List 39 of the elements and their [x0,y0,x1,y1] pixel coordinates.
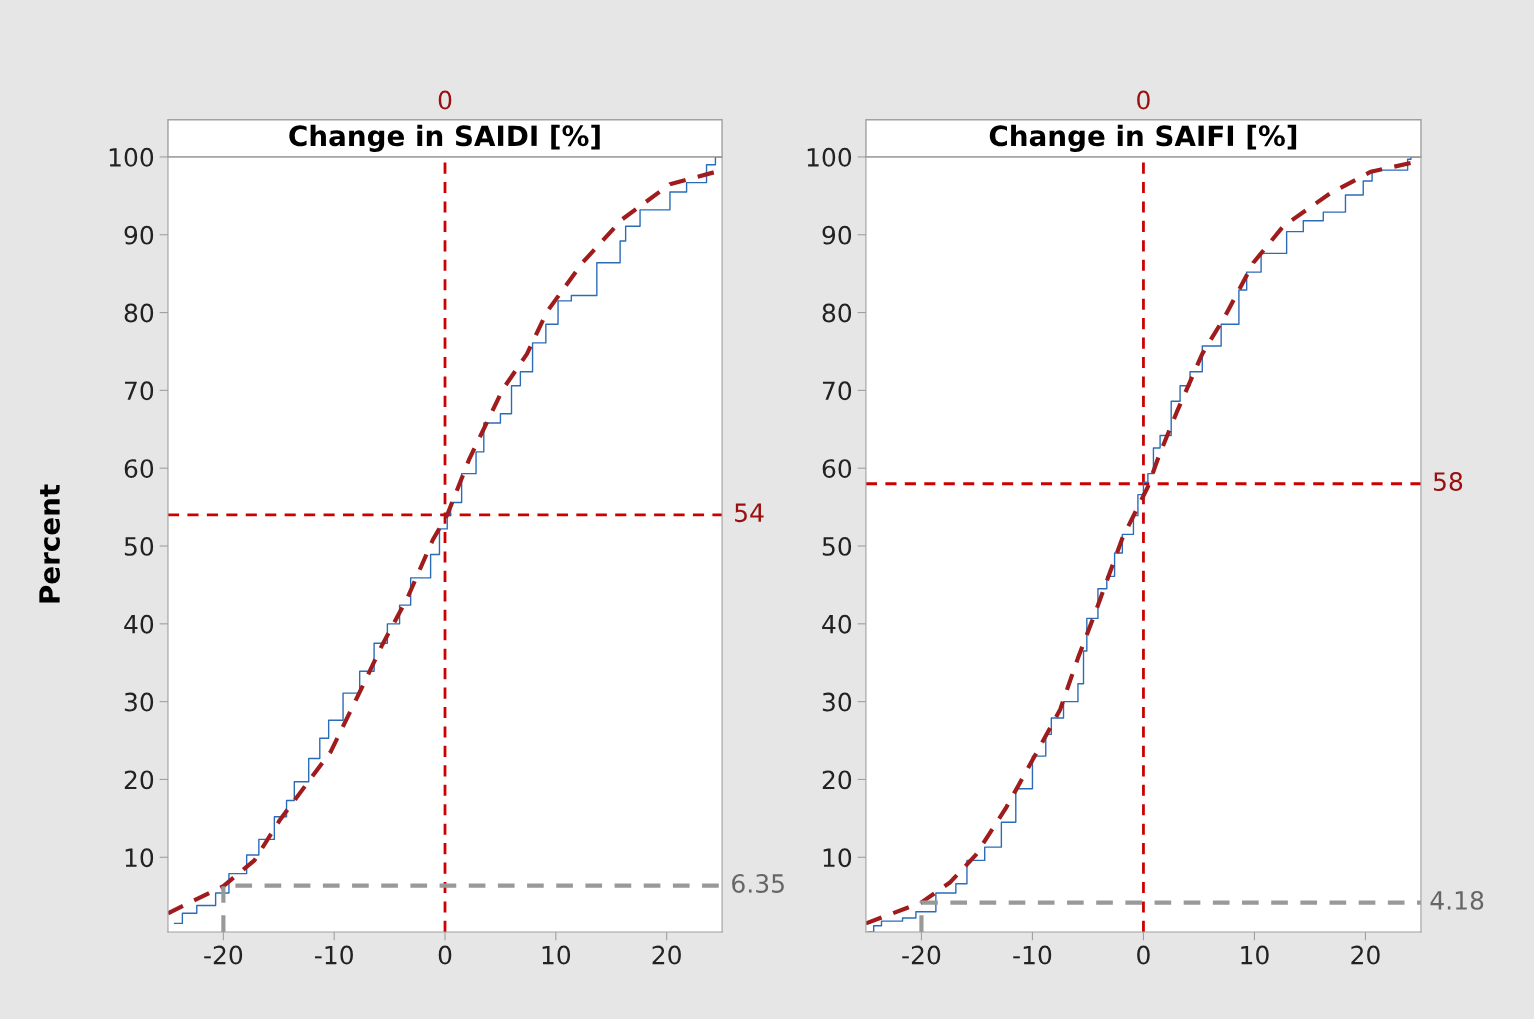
x-tick-label: -10 [1013,945,1052,965]
annotation: 4.18 [1430,890,1484,910]
y-tick-label: 10 [823,848,852,868]
x-tick-label: 20 [652,945,681,965]
x-tick-label: -10 [315,945,353,965]
y-tick-label: 20 [822,770,852,790]
y-tick-label: 80 [822,303,852,323]
y-tick-label: 90 [822,225,852,245]
y-axis-title: Percent [39,484,61,603]
y-tick-label: 30 [822,692,852,712]
y-tick-label: 70 [125,381,154,401]
y-tick-label: 50 [822,536,852,556]
y-tick-label: 30 [124,692,154,712]
y-tick-label: 60 [822,459,852,479]
y-tick-label: 60 [124,459,154,479]
x-tick-label: 20 [1351,945,1380,965]
chart-title: Change in SAIFI [%] [989,124,1297,152]
y-tick-label: 90 [124,225,154,245]
chart-title: Change in SAIDI [%] [289,124,600,152]
x-tick-label: 0 [1137,945,1150,965]
y-tick-label: 20 [124,770,154,790]
x-tick-label: -20 [902,945,941,965]
ref-line-label: 58 [1433,472,1463,492]
annotation: 6.35 [732,874,784,893]
y-tick-label: 10 [125,848,154,868]
y-tick-label: 100 [109,147,154,167]
ref-line-label: 54 [735,503,764,523]
x-tick-label: -20 [204,945,243,965]
y-tick-label: 80 [124,303,154,323]
y-tick-label: 50 [124,536,154,556]
x-tick-label: 10 [1241,945,1269,965]
x-tick-label: 0 [438,945,452,965]
x-tick-label: 10 [542,945,571,965]
ref-line-label: 0 [1137,90,1150,110]
y-tick-label: 40 [822,614,852,634]
y-tick-label: 100 [807,147,852,167]
y-tick-label: 40 [124,614,154,634]
y-tick-label: 70 [822,381,852,401]
ref-line-label: 0 [438,90,452,110]
